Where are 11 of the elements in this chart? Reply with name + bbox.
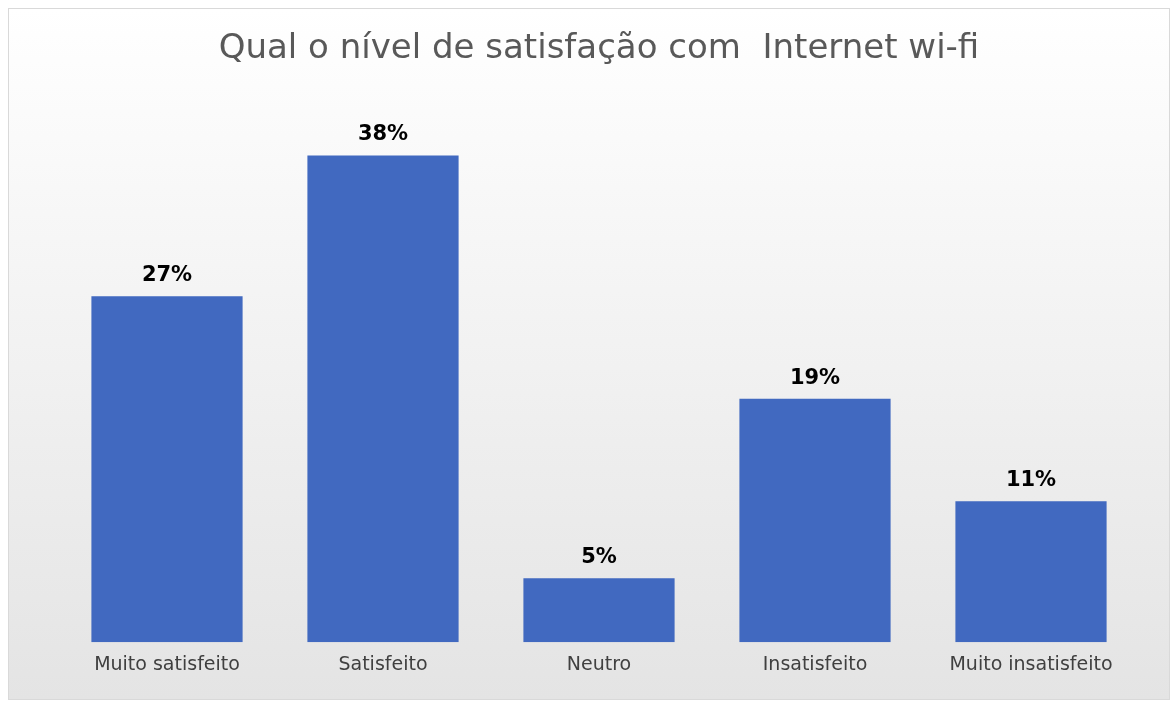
data-label: 27% — [141, 262, 193, 287]
x-tick-label: Insatisfeito — [762, 651, 868, 674]
x-tick-label: Muito insatisfeito — [949, 651, 1113, 674]
x-tick-label: Muito satisfeito — [94, 651, 240, 674]
chart-title: Qual o nível de satisfação com Internet wi-fi — [218, 26, 980, 67]
data-label: 5% — [581, 544, 617, 569]
data-label: 11% — [1005, 467, 1057, 492]
x-tick-label: Neutro — [566, 651, 632, 674]
data-label: 19% — [789, 364, 841, 389]
x-tick-label: Satisfeito — [338, 651, 428, 674]
data-label: 38% — [357, 121, 409, 146]
